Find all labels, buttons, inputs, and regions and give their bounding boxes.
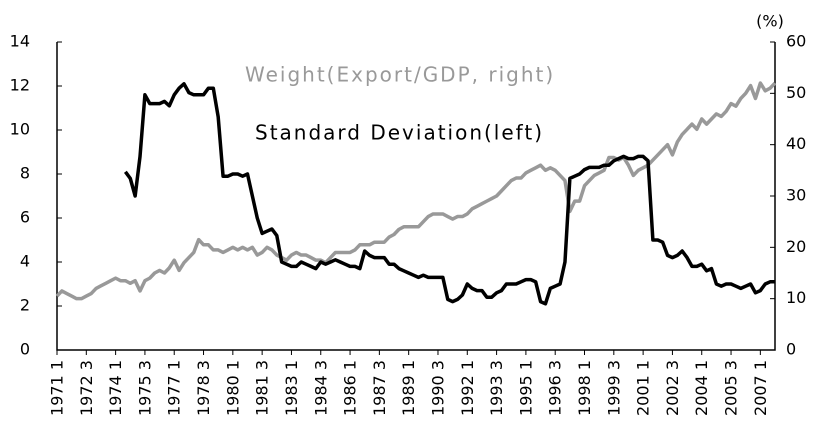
x-tick-label: 1971 1 xyxy=(48,360,67,416)
y-tick-label: 4 xyxy=(20,252,30,271)
line-series xyxy=(55,81,777,301)
x-tick-label: 2002 3 xyxy=(663,360,682,416)
x-tick-label: 1986 1 xyxy=(341,360,360,416)
series-label: Standard Deviation(left) xyxy=(255,121,544,145)
x-tick-label: 1978 3 xyxy=(194,360,213,416)
x-tick-label: 1995 1 xyxy=(516,360,535,416)
x-tick-label: 1987 3 xyxy=(370,360,389,416)
y2-tick-label: 60 xyxy=(786,32,806,51)
x-tick-label: 1990 3 xyxy=(428,360,447,416)
x-tick-label: 1998 1 xyxy=(575,360,594,416)
x-tick-label: 1983 1 xyxy=(282,360,301,416)
x-tick-label: 1975 3 xyxy=(135,360,154,416)
y2-tick-label: 0 xyxy=(786,340,796,359)
y2-tick-label: 30 xyxy=(786,186,806,205)
x-tick-label: 2004 1 xyxy=(692,360,711,416)
x-tick-label: 1977 1 xyxy=(165,360,184,416)
y-tick-label: 12 xyxy=(10,76,30,95)
axis-frame xyxy=(56,42,776,351)
x-tick-label: 1996 3 xyxy=(546,360,565,416)
y-tick-label: 10 xyxy=(10,120,30,139)
x-tick-label: 1999 3 xyxy=(604,360,623,416)
y-tick-label: 14 xyxy=(10,32,30,51)
x-tick-label: 1992 1 xyxy=(458,360,477,416)
y-tick-label: 8 xyxy=(20,164,30,183)
x-tick-label: 1993 3 xyxy=(487,360,506,416)
x-tick-label: 1980 1 xyxy=(223,360,242,416)
line-series xyxy=(123,82,775,306)
y2-tick-label: 10 xyxy=(786,288,806,307)
y2-tick-label: 40 xyxy=(786,134,806,153)
y-tick-label: 2 xyxy=(20,296,30,315)
x-tick-label: 1981 3 xyxy=(253,360,272,416)
x-tick-label: 2005 3 xyxy=(722,360,741,416)
y-tick-label: 0 xyxy=(20,340,30,359)
x-tick-label: 1984 3 xyxy=(311,360,330,416)
x-tick-label: 2007 1 xyxy=(751,360,770,416)
x-tick-label: 1972 3 xyxy=(77,360,96,416)
y2-tick-label: 20 xyxy=(786,237,806,256)
y2-axis-label: (%) xyxy=(756,12,784,31)
y2-tick-label: 50 xyxy=(786,83,806,102)
series-label: Weight(Export/GDP, right) xyxy=(245,63,555,87)
y-tick-label: 6 xyxy=(20,208,30,227)
x-tick-label: 2001 1 xyxy=(634,360,653,416)
x-tick-label: 1974 1 xyxy=(106,360,125,416)
x-tick-label: 1989 1 xyxy=(399,360,418,416)
